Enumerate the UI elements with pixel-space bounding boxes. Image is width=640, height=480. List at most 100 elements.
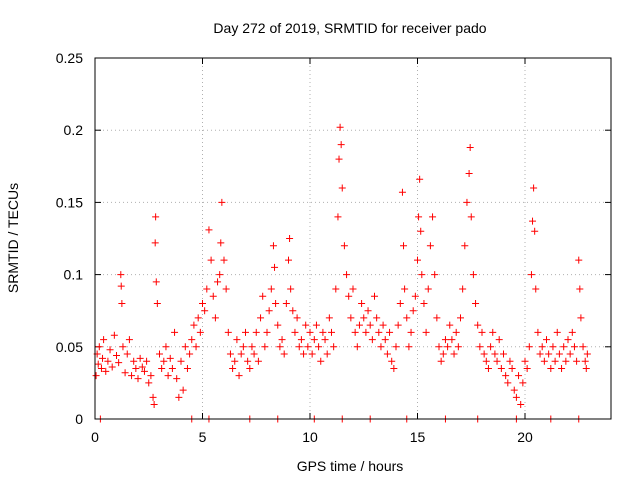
data-point bbox=[136, 354, 144, 362]
data-point bbox=[214, 278, 222, 286]
data-point bbox=[276, 343, 284, 351]
data-point bbox=[286, 235, 294, 242]
data-point bbox=[564, 336, 572, 344]
data-point bbox=[570, 343, 578, 351]
data-point bbox=[368, 336, 376, 344]
data-point bbox=[347, 314, 355, 322]
data-point bbox=[433, 314, 441, 322]
plot-border bbox=[94, 57, 612, 420]
data-point bbox=[336, 123, 344, 131]
data-point bbox=[335, 155, 343, 163]
data-point bbox=[491, 350, 499, 358]
data-point bbox=[102, 367, 110, 375]
data-point bbox=[420, 299, 428, 307]
data-point bbox=[209, 292, 217, 300]
data-point bbox=[465, 170, 473, 178]
data-point bbox=[217, 239, 225, 247]
data-point bbox=[265, 307, 273, 315]
data-point bbox=[156, 350, 163, 358]
data-point bbox=[190, 321, 198, 329]
data-point bbox=[175, 393, 183, 401]
data-point bbox=[291, 328, 299, 336]
x-tick-label: 20 bbox=[517, 429, 533, 445]
data-point bbox=[422, 328, 430, 336]
data-point bbox=[244, 357, 252, 365]
data-point bbox=[149, 393, 157, 401]
data-point bbox=[138, 363, 146, 371]
data-point bbox=[444, 343, 452, 351]
data-point bbox=[128, 372, 136, 380]
data-point bbox=[106, 346, 114, 354]
data-point bbox=[476, 343, 484, 351]
data-point bbox=[338, 184, 346, 192]
data-point bbox=[289, 307, 297, 315]
data-point bbox=[540, 357, 548, 365]
data-point bbox=[415, 213, 423, 221]
x-axis-label: GPS time / hours bbox=[297, 458, 404, 474]
y-axis-ticks: 0 0.05 0.1 0.15 0.2 0.25 bbox=[56, 50, 611, 427]
data-point bbox=[472, 299, 480, 307]
data-point bbox=[252, 328, 260, 336]
data-point bbox=[474, 321, 482, 329]
data-point bbox=[254, 357, 262, 365]
data-point bbox=[317, 357, 325, 365]
data-point bbox=[466, 144, 474, 152]
data-point bbox=[261, 343, 269, 351]
data-point bbox=[555, 350, 563, 358]
data-point bbox=[424, 285, 432, 293]
data-point bbox=[390, 364, 398, 372]
data-point bbox=[360, 314, 368, 322]
data-point bbox=[457, 314, 464, 322]
data-point bbox=[515, 372, 523, 380]
data-point bbox=[100, 336, 108, 344]
data-point bbox=[478, 328, 486, 336]
data-point bbox=[199, 299, 206, 307]
data-point bbox=[463, 198, 471, 206]
data-point bbox=[306, 328, 314, 336]
data-point bbox=[218, 198, 226, 206]
data-point bbox=[97, 364, 105, 372]
data-point bbox=[381, 336, 389, 344]
data-point bbox=[411, 292, 419, 300]
data-point bbox=[407, 328, 415, 336]
data-point bbox=[237, 350, 245, 358]
data-point bbox=[575, 256, 583, 264]
data-point bbox=[577, 314, 585, 322]
data-points bbox=[92, 123, 591, 423]
data-point bbox=[386, 328, 394, 336]
data-point bbox=[551, 357, 559, 365]
data-point bbox=[576, 285, 584, 293]
data-point bbox=[108, 363, 116, 371]
data-point bbox=[527, 271, 535, 279]
data-point bbox=[345, 292, 353, 300]
data-point bbox=[487, 343, 495, 351]
data-point bbox=[115, 359, 123, 367]
data-point bbox=[500, 350, 507, 358]
data-point bbox=[110, 331, 118, 339]
data-point bbox=[201, 307, 209, 315]
data-point bbox=[259, 292, 267, 300]
data-point bbox=[183, 364, 191, 372]
y-tick-label: 0.05 bbox=[56, 339, 83, 355]
x-axis-ticks: 0 5 10 15 20 bbox=[91, 58, 533, 445]
data-point bbox=[207, 256, 215, 264]
data-point bbox=[558, 364, 566, 372]
data-point bbox=[396, 299, 404, 307]
data-point bbox=[166, 354, 174, 362]
data-point bbox=[274, 321, 282, 329]
x-tick-label: 5 bbox=[199, 429, 207, 445]
data-point bbox=[521, 357, 529, 365]
data-point bbox=[271, 263, 279, 271]
data-point bbox=[152, 278, 160, 286]
data-point bbox=[95, 343, 103, 351]
data-point bbox=[362, 328, 370, 336]
data-point bbox=[132, 364, 140, 372]
data-point bbox=[538, 343, 546, 351]
data-point bbox=[188, 336, 196, 344]
data-point bbox=[545, 350, 553, 358]
data-point bbox=[566, 350, 574, 358]
data-point bbox=[343, 271, 351, 279]
data-point bbox=[482, 357, 490, 365]
data-point bbox=[525, 343, 533, 351]
data-point bbox=[375, 328, 383, 336]
